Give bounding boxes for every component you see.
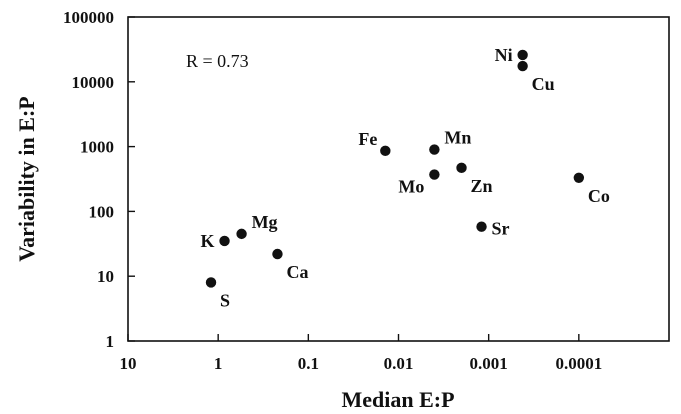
x-tick-label: 1 <box>214 354 223 373</box>
data-point-k <box>219 235 230 247</box>
point-label-k: K <box>201 231 215 251</box>
point-label-cu: Cu <box>532 74 555 94</box>
y-tick-label: 100000 <box>63 8 114 27</box>
point-label-s: S <box>220 290 230 310</box>
y-tick-label: 10 <box>97 267 114 286</box>
correlation-annotation: R = 0.73 <box>186 51 249 71</box>
y-tick-label: 10000 <box>72 73 115 92</box>
x-tick-label: 0.001 <box>470 354 508 373</box>
x-axis: 10 1 0.1 0.01 0.001 0.0001 <box>120 334 602 373</box>
x-tick-label: 0.1 <box>298 354 319 373</box>
point-label-ca: Ca <box>286 262 308 282</box>
data-point-zn <box>456 162 467 174</box>
y-axis-title: Variability in E:P <box>14 96 39 261</box>
data-points: S K Mg Ca Fe Mn Mo Zn Sr Ni Cu Co <box>201 45 610 311</box>
data-point-sr <box>476 221 487 232</box>
data-point-cu <box>517 60 528 72</box>
x-tick-label: 10 <box>120 354 137 373</box>
point-label-zn: Zn <box>471 176 493 196</box>
data-point-s <box>205 277 217 288</box>
data-point-ni <box>517 49 528 61</box>
data-point-fe <box>380 145 391 157</box>
x-axis-title: Median E:P <box>341 387 454 412</box>
y-tick-label: 1000 <box>80 138 114 157</box>
y-tick-label: 1 <box>106 332 115 351</box>
y-axis: 1 10 100 1000 10000 100000 <box>63 8 135 351</box>
point-label-mo: Mo <box>398 177 424 197</box>
x-tick-label: 0.01 <box>384 354 414 373</box>
point-label-fe: Fe <box>358 129 377 149</box>
y-tick-label: 100 <box>89 202 115 221</box>
data-point-mo <box>429 169 440 180</box>
point-label-mn: Mn <box>444 128 471 148</box>
point-label-sr: Sr <box>492 219 510 239</box>
data-point-ca <box>272 248 283 260</box>
data-point-mg <box>236 228 247 240</box>
point-label-ni: Ni <box>495 45 513 65</box>
x-tick-label: 0.0001 <box>555 354 602 373</box>
data-point-mn <box>429 144 440 155</box>
point-label-mg: Mg <box>252 212 278 232</box>
point-label-co: Co <box>588 186 610 206</box>
data-point-co <box>573 172 585 184</box>
